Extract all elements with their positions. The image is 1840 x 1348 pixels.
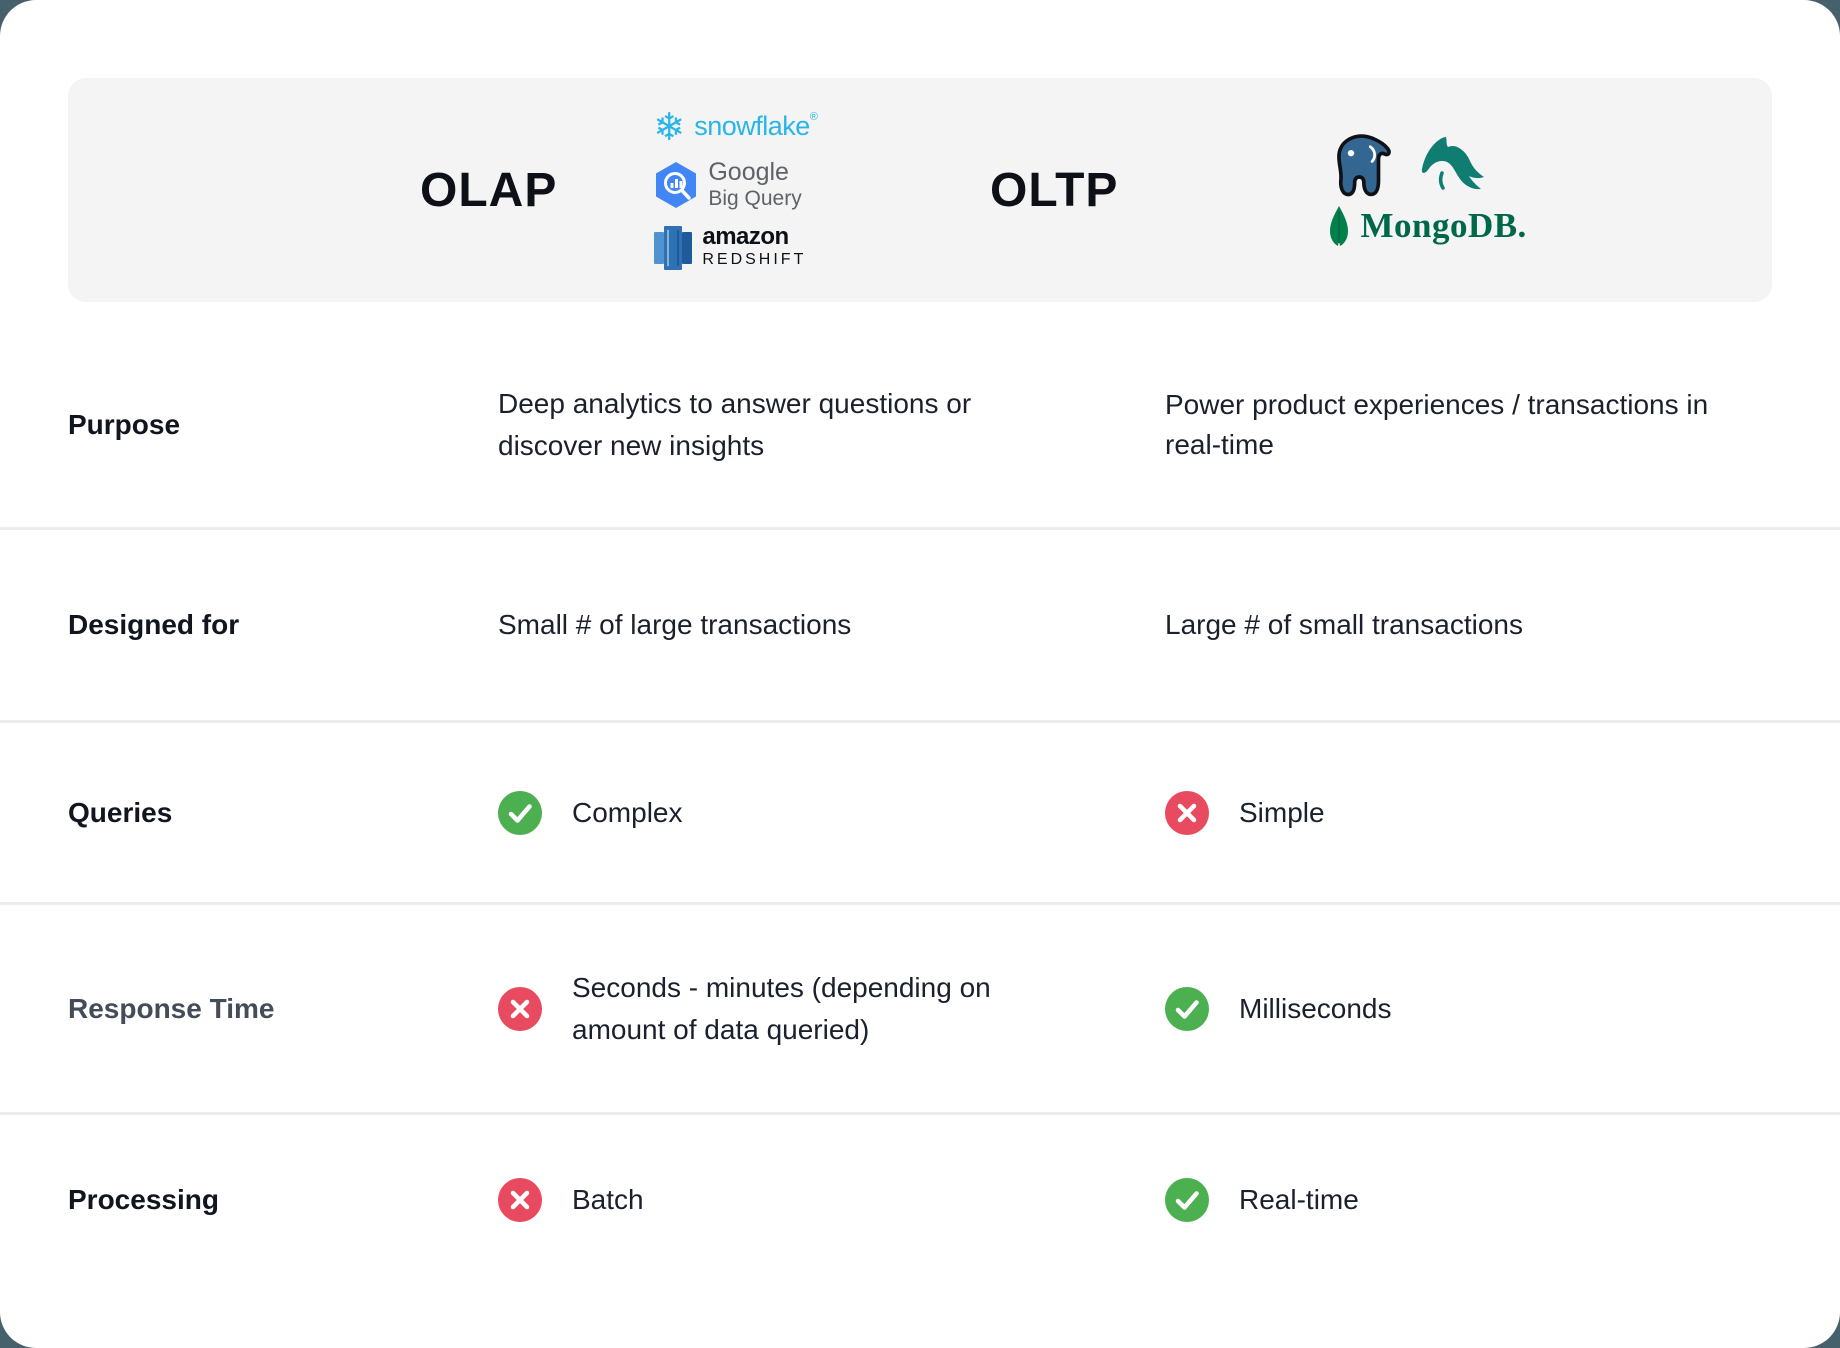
header-band: OLAP ❄ snowflake® Goo — [68, 78, 1772, 302]
redshift-label-amazon: amazon — [702, 223, 789, 251]
mongodb-leaf-icon — [1330, 206, 1349, 246]
mongodb-label: MongoDB. — [1360, 206, 1527, 245]
oltp-queries-text: Simple — [1239, 796, 1325, 828]
olap-response-text: Seconds - minutes (depending on amount o… — [572, 971, 991, 1045]
mongodb-logo: MongoDB. — [1328, 205, 1526, 247]
oltp-header: OLTP — [920, 78, 1772, 302]
amazon-redshift-logo: amazon REDSHIFT — [653, 224, 817, 272]
oltp-designed-text: Large # of small transactions — [1165, 609, 1523, 640]
postgresql-elephant-icon — [1337, 134, 1392, 197]
redshift-label-redshift: REDSHIFT — [702, 251, 807, 269]
row-designed-for: Designed for Small # of large transactio… — [0, 530, 1840, 723]
olap-processing-text: Batch — [572, 1183, 644, 1215]
row-response-time: Response Time Seconds - minutes (dependi… — [0, 905, 1840, 1115]
oltp-title: OLTP — [990, 163, 1119, 217]
row-label: Designed for — [68, 609, 240, 640]
snowflake-icon: ❄ — [653, 104, 686, 149]
cross-icon — [498, 1177, 542, 1222]
bigquery-label-google: Google — [708, 157, 789, 186]
cross-icon — [498, 986, 542, 1031]
snowflake-logo: ❄ snowflake® — [653, 104, 818, 149]
olap-purpose-text: Deep analytics to answer questions or di… — [498, 387, 972, 461]
olap-queries-text: Complex — [572, 796, 683, 828]
registered-mark: ® — [809, 111, 818, 124]
row-processing: Processing Batch Real-time — [0, 1115, 1840, 1348]
oltp-response-text: Milliseconds — [1239, 992, 1392, 1024]
olap-header: OLAP ❄ snowflake® Goo — [68, 78, 920, 302]
oltp-logo-cluster: MongoDB. — [1328, 133, 1526, 247]
mysql-dolphin-icon — [1422, 137, 1485, 190]
row-label: Response Time — [68, 992, 275, 1024]
google-bigquery-logo: Google Big Query — [653, 157, 817, 212]
oltp-processing-text: Real-time — [1239, 1183, 1359, 1215]
olap-designed-text: Small # of large transactions — [498, 609, 852, 640]
olap-title: OLAP — [420, 163, 558, 217]
redshift-database-icon — [654, 226, 693, 271]
check-icon — [1165, 986, 1209, 1031]
oltp-purpose-text: Power product experiences / transactions… — [1165, 389, 1709, 460]
snowflake-label: snowflake — [694, 111, 810, 142]
row-label: Queries — [68, 796, 173, 828]
row-queries: Queries Complex Simple — [0, 723, 1840, 905]
check-icon — [1165, 1177, 1209, 1222]
row-label: Purpose — [68, 408, 181, 440]
olap-logo-stack: ❄ snowflake® Google Big Query — [653, 104, 818, 273]
row-label: Processing — [68, 1183, 219, 1215]
row-purpose: Purpose Deep analytics to answer questio… — [0, 302, 1840, 530]
check-icon — [498, 790, 542, 835]
cross-icon — [1165, 790, 1209, 835]
bigquery-label-bigquery: Big Query — [708, 187, 802, 211]
bigquery-hexagon-icon — [656, 162, 697, 208]
